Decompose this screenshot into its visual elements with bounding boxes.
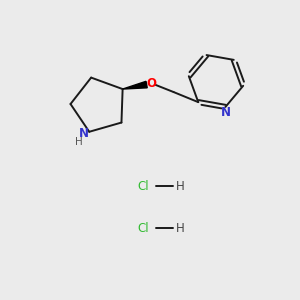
Text: N: N <box>220 106 230 119</box>
Text: Cl: Cl <box>138 221 149 235</box>
Text: H: H <box>176 221 185 235</box>
Text: Cl: Cl <box>138 179 149 193</box>
Text: H: H <box>176 179 185 193</box>
Text: O: O <box>147 77 157 90</box>
Polygon shape <box>123 81 147 89</box>
Text: H: H <box>75 137 82 147</box>
Text: N: N <box>79 127 89 140</box>
